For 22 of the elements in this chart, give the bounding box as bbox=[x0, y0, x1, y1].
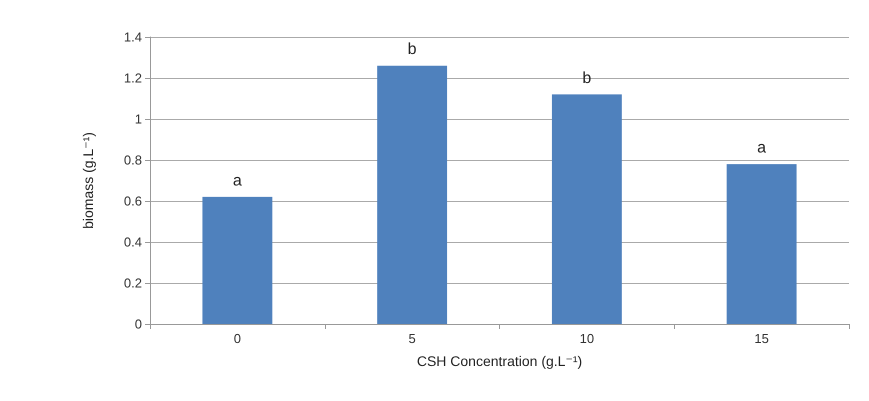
y-tick-label: 0 bbox=[134, 316, 142, 332]
annotation: a bbox=[757, 140, 766, 157]
y-tick-label: 0.8 bbox=[124, 152, 142, 168]
y-tick-label: 0.6 bbox=[124, 194, 142, 208]
y-tick-label: 1 bbox=[134, 112, 142, 126]
y-tick-label: 0.2 bbox=[124, 276, 142, 290]
x-tick-label: 0 bbox=[234, 331, 241, 346]
y-axis-title: biomass (g.L⁻¹) bbox=[80, 132, 96, 229]
x-tick-label: 5 bbox=[408, 331, 416, 346]
bar bbox=[552, 94, 622, 324]
bar bbox=[377, 66, 448, 324]
bar bbox=[726, 164, 797, 324]
annotation: b bbox=[408, 41, 417, 58]
y-tick-label: 1.2 bbox=[124, 70, 142, 86]
x-tick-label: 10 bbox=[580, 331, 594, 346]
y-tick-label: 0.4 bbox=[124, 234, 142, 250]
x-axis-title: CSH Concentration (g.L⁻¹) bbox=[416, 353, 582, 369]
x-tick-label: 15 bbox=[754, 331, 769, 346]
bar bbox=[202, 196, 272, 324]
annotation: a bbox=[232, 172, 242, 190]
annotation: b bbox=[582, 70, 592, 87]
y-tick-label: 1.4 bbox=[124, 30, 142, 44]
